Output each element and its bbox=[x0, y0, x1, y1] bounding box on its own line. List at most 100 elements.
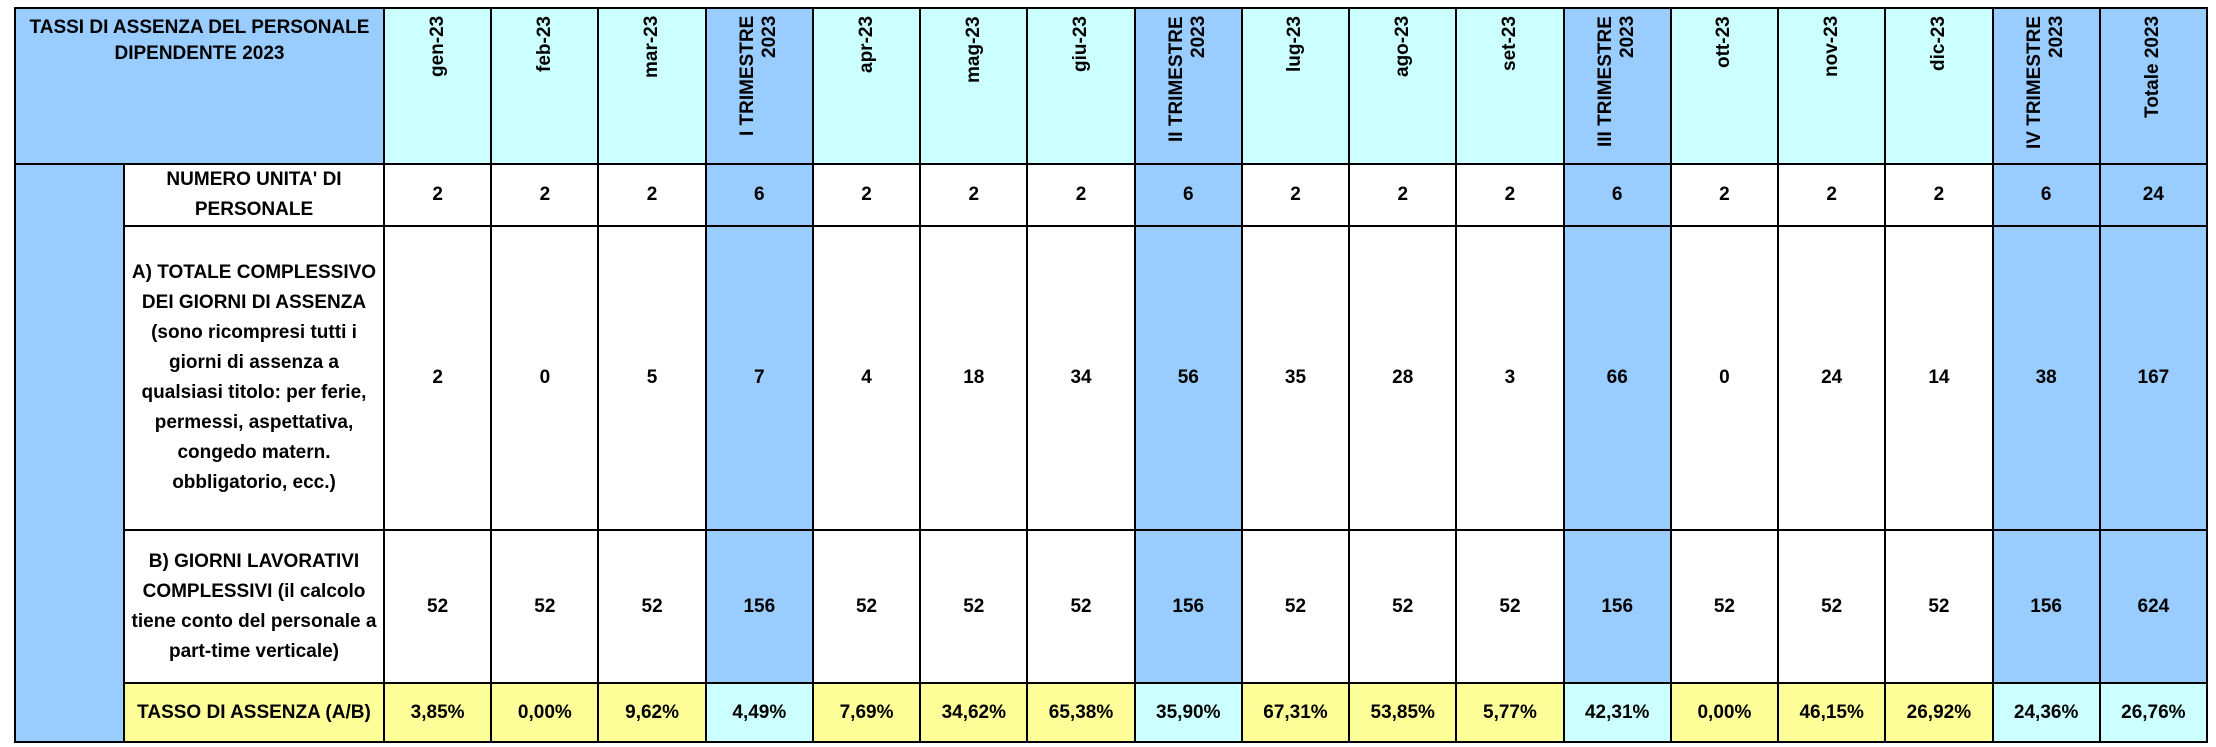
column-header-text: mar-23 bbox=[641, 16, 663, 79]
column-header-text: nov-23 bbox=[1820, 16, 1842, 78]
column-header-text: mag-23 bbox=[962, 16, 984, 83]
value-cell: 52 bbox=[1455, 529, 1565, 684]
column-header-text: II TRIMESTRE 2023 bbox=[1166, 16, 1210, 142]
column-header-text: giu-23 bbox=[1070, 16, 1092, 72]
value-cell: 53,85% bbox=[1348, 682, 1458, 743]
value-cell: 26,76% bbox=[2098, 682, 2208, 743]
data-row: A) TOTALE COMPLESSIVO DEI GIORNI DI ASSE… bbox=[15, 225, 2208, 531]
table-title: TASSI DI ASSENZA DEL PERSONALE DIPENDENT… bbox=[14, 7, 385, 165]
value-cell: 2 bbox=[490, 163, 600, 227]
value-cell: 35,90% bbox=[1133, 682, 1243, 743]
value-cell: 65,38% bbox=[1026, 682, 1136, 743]
column-header-text: III TRIMESTRE 2023 bbox=[1595, 16, 1639, 147]
column-header-text: ago-23 bbox=[1391, 16, 1413, 78]
side-cell bbox=[14, 163, 125, 743]
column-header-text: lug-23 bbox=[1284, 16, 1306, 72]
value-cell: 24,36% bbox=[1991, 682, 2101, 743]
value-cell: 3,85% bbox=[382, 682, 493, 743]
value-cell: 52 bbox=[1026, 529, 1136, 684]
column-header-text: dic-23 bbox=[1927, 16, 1949, 71]
value-cell: 67,31% bbox=[1240, 682, 1351, 743]
column-header: ago-23 bbox=[1348, 7, 1458, 165]
column-header: I TRIMESTRE 2023 bbox=[704, 7, 814, 165]
value-cell: 156 bbox=[1562, 529, 1672, 684]
value-cell: 167 bbox=[2098, 225, 2208, 531]
value-cell: 2 bbox=[811, 163, 922, 227]
value-cell: 46,15% bbox=[1777, 682, 1887, 743]
value-cell: 52 bbox=[597, 529, 707, 684]
column-header-text: feb-23 bbox=[533, 16, 555, 72]
row-label: A) TOTALE COMPLESSIVO DEI GIORNI DI ASSE… bbox=[123, 225, 385, 531]
header-row: TASSI DI ASSENZA DEL PERSONALE DIPENDENT… bbox=[14, 7, 2208, 165]
value-cell: 52 bbox=[919, 529, 1029, 684]
column-header: gen-23 bbox=[382, 7, 493, 165]
row-label: B) GIORNI LAVORATIVI COMPLESSIVI (il cal… bbox=[123, 529, 385, 684]
column-header: III TRIMESTRE 2023 bbox=[1562, 7, 1672, 165]
value-cell: 52 bbox=[811, 529, 922, 684]
value-cell: 52 bbox=[382, 529, 493, 684]
value-cell: 6 bbox=[1562, 163, 1672, 227]
value-cell: 0,00% bbox=[1669, 682, 1780, 743]
column-header: set-23 bbox=[1455, 7, 1565, 165]
value-cell: 2 bbox=[1455, 163, 1565, 227]
value-cell: 0 bbox=[490, 225, 600, 531]
value-cell: 66 bbox=[1562, 225, 1672, 531]
value-cell: 52 bbox=[1884, 529, 1994, 684]
column-header: IV TRIMESTRE 2023 bbox=[1991, 7, 2101, 165]
value-cell: 28 bbox=[1348, 225, 1458, 531]
value-cell: 156 bbox=[704, 529, 814, 684]
value-cell: 42,31% bbox=[1562, 682, 1672, 743]
value-cell: 7,69% bbox=[811, 682, 922, 743]
value-cell: 52 bbox=[1240, 529, 1351, 684]
column-header-text: Totale 2023 bbox=[2142, 16, 2164, 119]
value-cell: 14 bbox=[1884, 225, 1994, 531]
value-cell: 34,62% bbox=[919, 682, 1029, 743]
column-header-text: ott-23 bbox=[1713, 16, 1735, 68]
column-header-text: IV TRIMESTRE 2023 bbox=[2024, 16, 2068, 150]
column-header: giu-23 bbox=[1026, 7, 1136, 165]
column-header: ott-23 bbox=[1669, 7, 1780, 165]
column-header-text: set-23 bbox=[1498, 16, 1520, 71]
value-cell: 6 bbox=[1133, 163, 1243, 227]
data-row: NUMERO UNITA' DI PERSONALE 2 2 2 6 2 2 2 6 2 2 2 6 2 2… bbox=[14, 163, 2208, 743]
row-label: TASSO DI ASSENZA (A/B) bbox=[123, 682, 385, 743]
value-cell: 2 bbox=[1777, 163, 1887, 227]
value-cell: 156 bbox=[1133, 529, 1243, 684]
value-cell: 18 bbox=[919, 225, 1029, 531]
absence-table: TASSI DI ASSENZA DEL PERSONALE DIPENDENT… bbox=[14, 7, 2208, 743]
value-cell: 0,00% bbox=[490, 682, 600, 743]
value-cell: 2 bbox=[597, 163, 707, 227]
value-cell: 2 bbox=[1026, 163, 1136, 227]
data-row: TASSO DI ASSENZA (A/B) 3,85% 0,00% 9,62% 4,4… bbox=[15, 682, 2208, 743]
column-header-text: I TRIMESTRE 2023 bbox=[737, 16, 781, 137]
value-cell: 624 bbox=[2098, 529, 2208, 684]
value-cell: 6 bbox=[704, 163, 814, 227]
value-cell: 34 bbox=[1026, 225, 1136, 531]
column-header: dic-23 bbox=[1884, 7, 1994, 165]
value-cell: 2 bbox=[1348, 163, 1458, 227]
column-header: apr-23 bbox=[811, 7, 922, 165]
column-header: mag-23 bbox=[919, 7, 1029, 165]
data-row: B) GIORNI LAVORATIVI COMPLESSIVI (il cal… bbox=[15, 529, 2208, 684]
value-cell: 38 bbox=[1991, 225, 2101, 531]
value-cell: 5 bbox=[597, 225, 707, 531]
value-cell: 52 bbox=[1777, 529, 1887, 684]
column-header-text: gen-23 bbox=[426, 16, 448, 78]
value-cell: 3 bbox=[1455, 225, 1565, 531]
value-cell: 0 bbox=[1669, 225, 1780, 531]
value-cell: 2 bbox=[1240, 163, 1351, 227]
value-cell: 52 bbox=[490, 529, 600, 684]
value-cell: 2 bbox=[919, 163, 1029, 227]
value-cell: 2 bbox=[382, 163, 493, 227]
value-cell: 2 bbox=[1669, 163, 1780, 227]
column-header: II TRIMESTRE 2023 bbox=[1133, 7, 1243, 165]
value-cell: 2 bbox=[1884, 163, 1994, 227]
value-cell: 6 bbox=[1991, 163, 2101, 227]
value-cell: 24 bbox=[2098, 163, 2208, 227]
value-cell: 56 bbox=[1133, 225, 1243, 531]
value-cell: 2 bbox=[382, 225, 493, 531]
value-cell: 4,49% bbox=[704, 682, 814, 743]
value-cell: 4 bbox=[811, 225, 922, 531]
value-cell: 52 bbox=[1348, 529, 1458, 684]
column-header-text: apr-23 bbox=[855, 16, 877, 74]
